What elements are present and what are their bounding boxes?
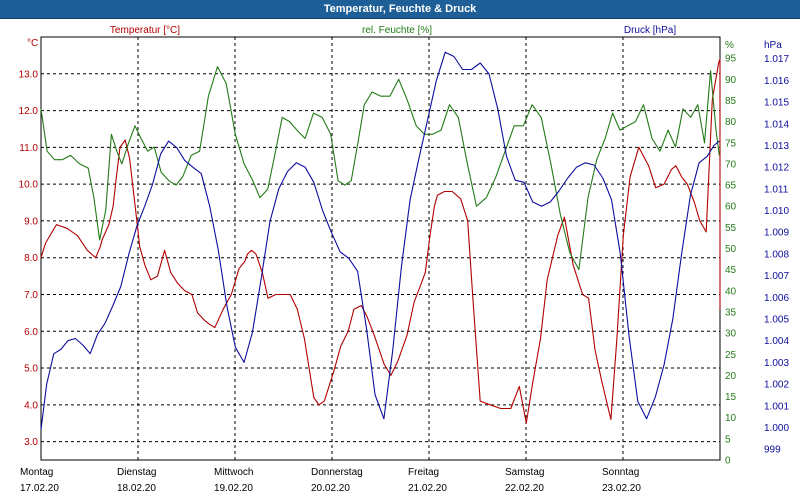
pressure-tick-label: 1.013 (764, 141, 789, 152)
humidity-tick-label: 90 (725, 75, 737, 86)
pressure-tick-label: 1.007 (764, 271, 789, 282)
humidity-tick-label: 45 (725, 265, 737, 276)
pressure-tick-label: 1.015 (764, 98, 789, 109)
pressure-tick-label: 1.000 (764, 423, 789, 434)
temperature-series-label: Temperatur [°C] (110, 25, 180, 36)
window-title: Temperatur, Feuchte & Druck (0, 0, 800, 19)
pressure-tick-label: 1.009 (764, 228, 789, 239)
temperature-tick-label: 10.0 (19, 180, 39, 191)
x-date-label: 17.02.20 (20, 483, 59, 494)
x-date-label: 18.02.20 (117, 483, 156, 494)
pressure-tick-label: 1.017 (764, 54, 789, 65)
x-day-label: Donnerstag (311, 467, 363, 478)
pressure-tick-label: 1.010 (764, 206, 789, 217)
temperature-tick-label: 7.0 (24, 290, 38, 301)
pressure-tick-label: 1.006 (764, 293, 789, 304)
humidity-tick-label: 40 (725, 286, 737, 297)
series-line-temperature (40, 58, 721, 424)
x-day-label: Sonntag (602, 467, 639, 478)
x-date-label: 23.02.20 (602, 483, 641, 494)
x-date-label: 22.02.20 (505, 483, 544, 494)
chart: 3.0 4.0 5.0 6.0 7.0 8.0 9.0 10.0 11.0 12.0 13.0 °C T… (19, 25, 790, 494)
plot-area (40, 36, 721, 461)
temperature-tick-label: 8.0 (24, 253, 38, 264)
humidity-tick-label: 30 (725, 329, 737, 340)
humidity-tick-label: 50 (725, 244, 737, 255)
pressure-tick-label: 1.004 (764, 336, 789, 347)
temperature-tick-label: 6.0 (24, 327, 38, 338)
pressure-tick-label: 1.016 (764, 76, 789, 87)
humidity-tick-label: 75 (725, 138, 737, 149)
pressure-tick-label: 1.003 (764, 358, 789, 369)
pressure-tick-label: 1.014 (764, 119, 789, 130)
series-line-humidity (40, 66, 720, 271)
humidity-tick-label: 15 (725, 392, 737, 403)
x-day-label: Freitag (408, 467, 439, 478)
temperature-tick-label: 5.0 (24, 364, 38, 375)
humidity-tick-label: 85 (725, 96, 737, 107)
temperature-tick-label: 12.0 (19, 106, 39, 117)
temperature-unit-label: °C (27, 38, 38, 49)
humidity-tick-label: 70 (725, 159, 737, 170)
pressure-tick-label: 1.011 (764, 184, 789, 195)
pressure-tick-label: 1.001 (764, 401, 789, 412)
humidity-tick-label: 0 (725, 456, 731, 467)
humidity-tick-label: 80 (725, 117, 737, 128)
humidity-series-label: rel. Feuchte [%] (362, 25, 432, 36)
humidity-tick-label: 20 (725, 371, 737, 382)
pressure-tick-label: 999 (764, 445, 781, 456)
x-day-label: Mittwoch (214, 467, 253, 478)
pressure-tick-label: 1.012 (764, 163, 789, 174)
pressure-unit-label: hPa (764, 40, 782, 51)
temperature-tick-label: 13.0 (19, 69, 39, 80)
pressure-tick-label: 1.008 (764, 249, 789, 260)
humidity-tick-label: 10 (725, 413, 737, 424)
pressure-tick-label: 1.002 (764, 380, 789, 391)
series-line-pressure (40, 51, 720, 430)
humidity-tick-label: 60 (725, 202, 737, 213)
temperature-tick-label: 3.0 (24, 437, 38, 448)
x-date-label: 21.02.20 (408, 483, 447, 494)
temperature-tick-label: 9.0 (24, 216, 38, 227)
humidity-tick-label: 95 (725, 54, 737, 65)
temperature-tick-label: 4.0 (24, 400, 38, 411)
temperature-tick-label: 11.0 (19, 143, 38, 154)
x-date-label: 20.02.20 (311, 483, 350, 494)
pressure-tick-label: 1.005 (764, 315, 789, 326)
humidity-unit-label: % (725, 40, 734, 51)
humidity-tick-label: 55 (725, 223, 737, 234)
pressure-series-label: Druck [hPa] (624, 25, 676, 36)
x-day-label: Dienstag (117, 467, 156, 478)
humidity-tick-label: 35 (725, 307, 737, 318)
x-day-label: Samstag (505, 467, 544, 478)
humidity-tick-label: 5 (725, 434, 731, 445)
x-day-label: Montag (20, 467, 53, 478)
humidity-tick-label: 65 (725, 181, 737, 192)
humidity-tick-label: 25 (725, 350, 737, 361)
x-date-label: 19.02.20 (214, 483, 253, 494)
